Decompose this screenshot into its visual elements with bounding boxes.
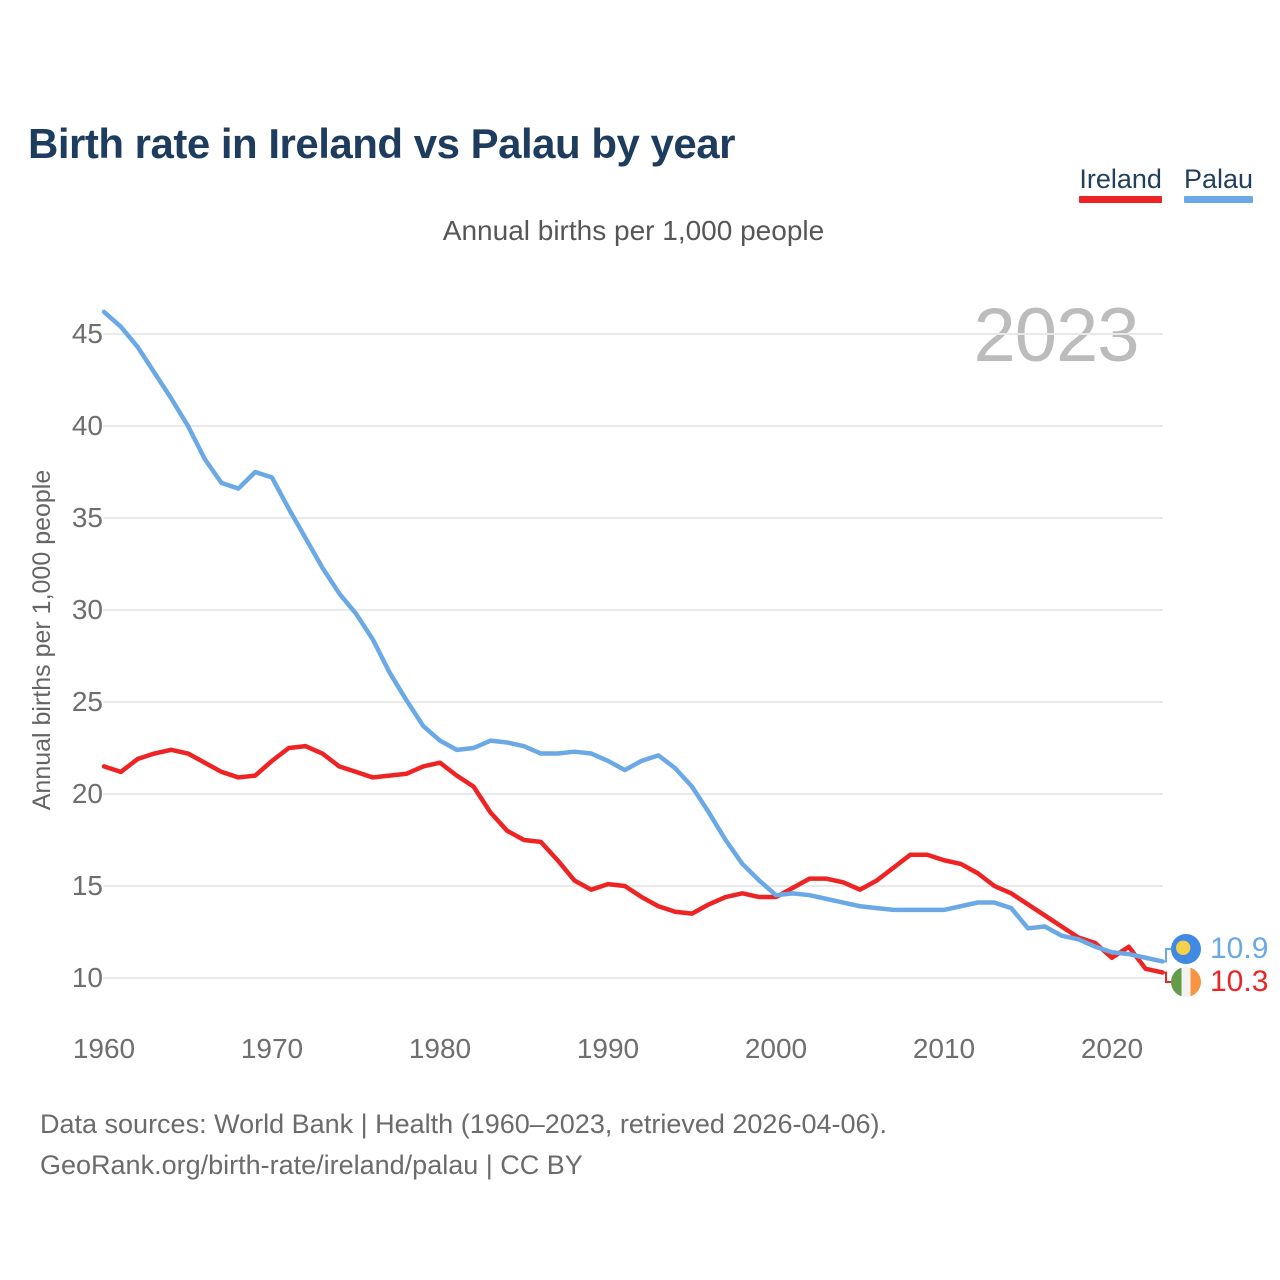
y-tick-label: 45 <box>71 318 103 349</box>
series-end-label-ireland: 10.3 <box>1171 967 1268 997</box>
x-tick-label: 2000 <box>744 1033 808 1064</box>
palau-flag-icon <box>1171 934 1201 964</box>
y-tick-label: 15 <box>71 870 103 901</box>
chart-subtitle: Annual births per 1,000 people <box>442 215 825 246</box>
ireland-flag-icon <box>1171 967 1201 997</box>
x-tick-label: 2020 <box>1080 1033 1144 1064</box>
y-tick-label: 35 <box>71 502 103 533</box>
x-tick-label: 1960 <box>72 1033 136 1064</box>
legend-item-ireland[interactable]: Ireland <box>1079 164 1162 203</box>
legend-label-palau: Palau <box>1183 164 1253 194</box>
leader-line-ireland <box>1162 971 1171 983</box>
legend-item-palau[interactable]: Palau <box>1183 164 1253 203</box>
x-tick-label: 2010 <box>912 1033 976 1064</box>
palau-series-line <box>101 309 1165 964</box>
legend-label-ireland: Ireland <box>1079 164 1162 194</box>
watermark-year: 2023 <box>973 293 1139 378</box>
y-tick-label: 30 <box>71 594 103 625</box>
footer: Data sources: World Bank | Health (1960–… <box>40 1104 887 1186</box>
legend-swatch-ireland <box>1079 196 1162 203</box>
y-tick-label: 10 <box>71 962 103 993</box>
footer-attribution: GeoRank.org/birth-rate/ireland/palau | C… <box>40 1150 583 1180</box>
ireland-series-line <box>101 743 1165 975</box>
leader-line-palau <box>1162 948 1171 963</box>
x-tick-label: 1990 <box>576 1033 640 1064</box>
footer-sources: Data sources: World Bank | Health (1960–… <box>40 1109 887 1139</box>
y-tick-label: 25 <box>71 686 103 717</box>
end-value-palau: 10.9 <box>1210 932 1269 965</box>
series-end-label-palau: 10.9 <box>1171 934 1268 964</box>
x-tick-label: 1980 <box>408 1033 472 1064</box>
y-tick-label: 20 <box>71 778 103 809</box>
end-value-ireland: 10.3 <box>1210 965 1269 998</box>
legend: Ireland Palau <box>1079 164 1253 203</box>
y-tick-label: 40 <box>71 410 103 441</box>
legend-swatch-palau <box>1183 196 1253 203</box>
x-tick-label: 1970 <box>240 1033 304 1064</box>
page-title: Birth rate in Ireland vs Palau by year <box>28 120 735 168</box>
